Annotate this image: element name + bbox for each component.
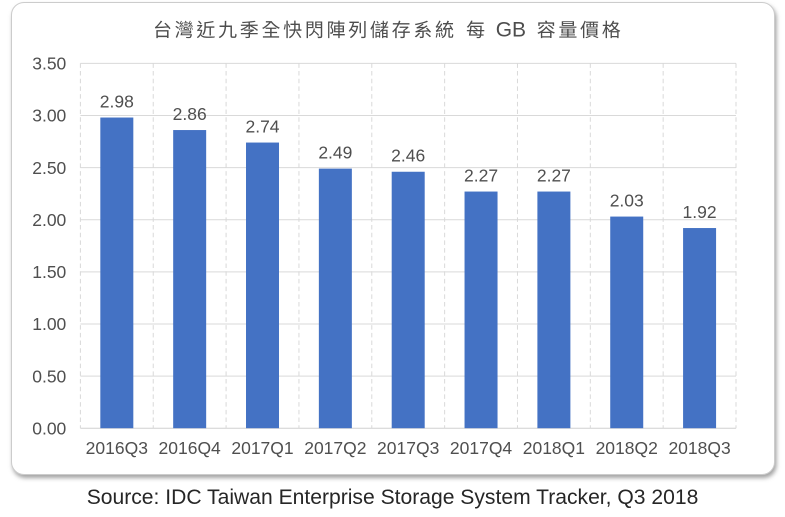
svg-text:2018Q2: 2018Q2 [596,438,658,458]
svg-text:2017Q2: 2017Q2 [304,438,366,458]
svg-text:0.50: 0.50 [32,366,66,386]
svg-text:2016Q4: 2016Q4 [159,438,222,458]
svg-text:2.86: 2.86 [173,104,207,124]
svg-text:2017Q3: 2017Q3 [377,438,439,458]
svg-text:2.98: 2.98 [100,91,134,111]
svg-text:2.27: 2.27 [537,165,571,185]
svg-text:2017Q4: 2017Q4 [450,438,513,458]
svg-text:2.27: 2.27 [464,165,498,185]
svg-text:3.50: 3.50 [32,54,66,74]
svg-text:1.92: 1.92 [683,202,717,222]
svg-text:2016Q3: 2016Q3 [86,438,148,458]
svg-text:0.00: 0.00 [32,418,66,438]
svg-text:2.50: 2.50 [32,158,66,178]
svg-text:1.50: 1.50 [32,262,66,282]
svg-text:2.74: 2.74 [245,116,279,136]
svg-text:2.03: 2.03 [610,190,644,210]
svg-text:1.00: 1.00 [32,314,66,334]
svg-text:2.46: 2.46 [391,146,425,166]
svg-text:GB: GB [496,19,526,42]
svg-text:2.49: 2.49 [318,142,352,162]
svg-text:2018Q3: 2018Q3 [668,438,730,458]
svg-text:2.00: 2.00 [32,210,66,230]
svg-text:2018Q1: 2018Q1 [523,438,585,458]
svg-text:2017Q1: 2017Q1 [231,438,293,458]
svg-text:3.00: 3.00 [32,106,66,126]
